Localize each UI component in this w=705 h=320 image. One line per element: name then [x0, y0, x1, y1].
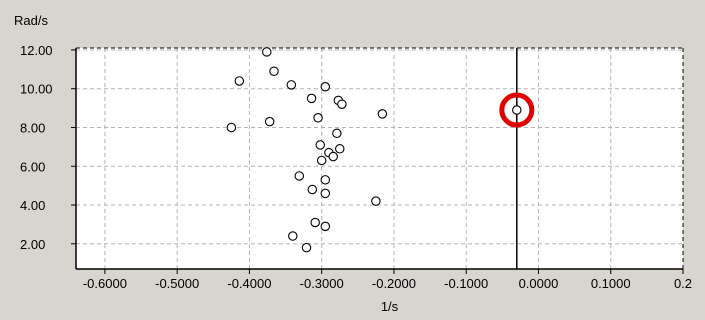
- y-tick-label: 8.00: [20, 120, 45, 135]
- x-tick-label: 0.2: [674, 276, 692, 291]
- scatter-point: [264, 116, 275, 127]
- x-tick-label: -0.6000: [83, 276, 127, 291]
- scatter-point: [315, 140, 325, 150]
- scatter-point: [377, 109, 388, 119]
- scatter-point: [320, 175, 331, 185]
- grid-lines: [75, 47, 684, 270]
- scatter-point: [286, 80, 297, 90]
- scatter-point: [316, 155, 327, 166]
- x-tick-label: -0.3000: [300, 276, 344, 291]
- x-tick-label: -0.5000: [155, 276, 199, 291]
- scatter-point: [328, 151, 339, 162]
- plot-area: [76, 48, 683, 269]
- scatter-point: [234, 76, 245, 86]
- scatter-point: [320, 82, 331, 92]
- scatter-point: [294, 171, 305, 181]
- scatter-point: [310, 217, 320, 228]
- data-points: [226, 47, 522, 253]
- scatter-point: [262, 47, 272, 57]
- y-tick-label: 10.00: [20, 82, 53, 97]
- scatter-point: [371, 196, 381, 206]
- x-tick-label: -0.2000: [372, 276, 416, 291]
- highlight-circle: [499, 92, 535, 128]
- scatter-point: [337, 99, 347, 109]
- y-tick-labels: 2.00 4.00 6.00 8.00 10.00 12.00: [20, 43, 76, 252]
- scatter-point: [320, 188, 331, 199]
- scatter-point: [512, 105, 522, 115]
- scatter-point: [313, 113, 323, 123]
- scatter-point: [307, 184, 318, 195]
- x-tick-label: 0.0000: [519, 276, 559, 291]
- y-tick-label: 2.00: [20, 237, 45, 252]
- x-tick-label: -0.4000: [227, 276, 271, 291]
- scatter-point: [332, 128, 342, 139]
- y-tick-label: 6.00: [20, 159, 45, 174]
- scatter-point: [226, 122, 237, 133]
- y-axis-title: Rad/s: [14, 13, 48, 28]
- x-tick-label: 0.1000: [591, 276, 631, 291]
- x-tick-labels: -0.6000 -0.5000 -0.4000 -0.3000 -0.2000 -0.10…: [83, 269, 692, 291]
- scatter-point: [288, 231, 298, 241]
- x-tick-label: -0.1000: [444, 276, 488, 291]
- scatter-point: [269, 66, 279, 77]
- y-tick-label: 4.00: [20, 198, 45, 213]
- scatter-point: [306, 93, 317, 104]
- y-tick-label: 12.00: [20, 43, 53, 58]
- scatter-point: [335, 144, 345, 154]
- scatter-point: [301, 242, 312, 253]
- scatter-point: [320, 221, 331, 232]
- x-axis-title: 1/s: [381, 299, 399, 314]
